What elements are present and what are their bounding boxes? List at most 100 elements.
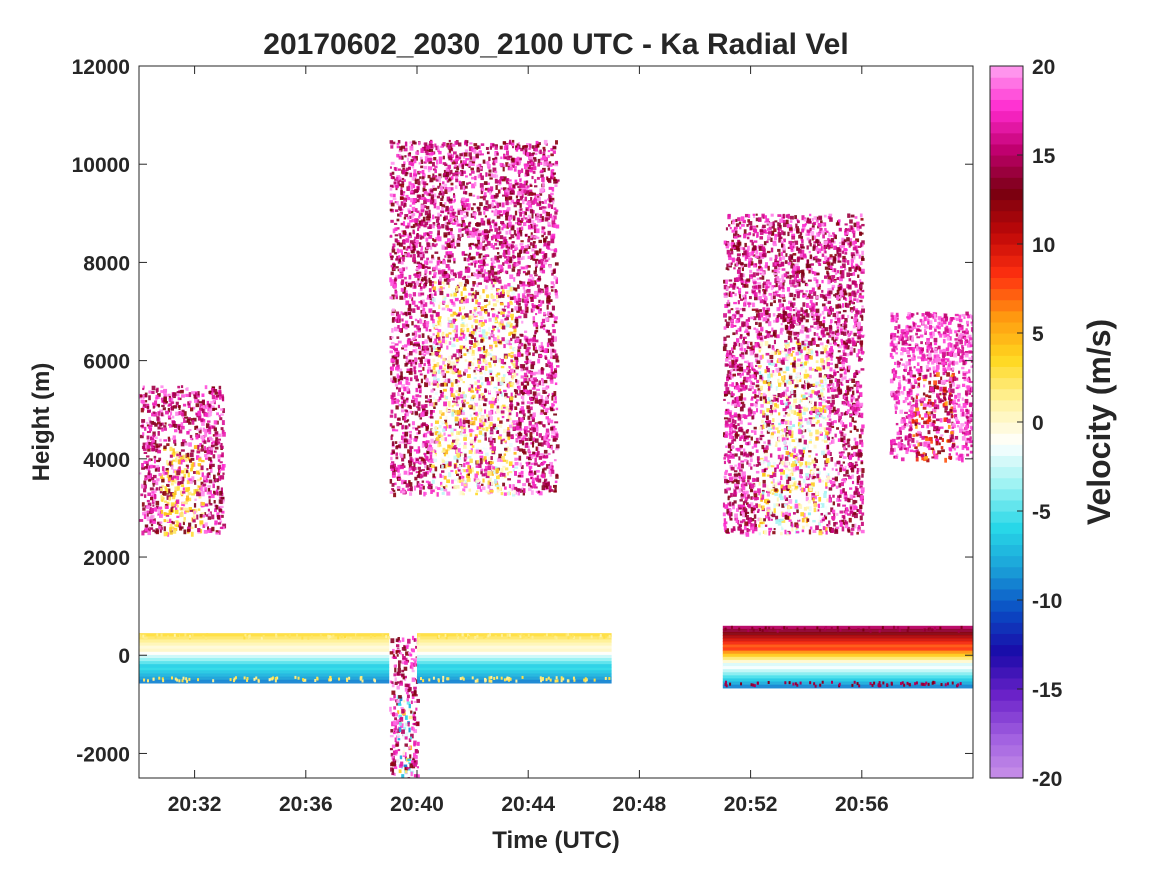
- echo-pixel: [419, 318, 422, 321]
- echo-pixel: [508, 633, 511, 637]
- echo-pixel: [508, 229, 512, 235]
- echo-pixel: [452, 319, 456, 324]
- echo-pixel: [458, 163, 462, 168]
- echo-pixel: [399, 274, 404, 279]
- echo-pixel: [479, 172, 483, 177]
- echo-pixel: [397, 468, 400, 473]
- echo-pixel: [442, 191, 445, 196]
- echo-pixel: [799, 681, 802, 685]
- echo-pixel: [442, 388, 447, 392]
- echo-pixel: [527, 270, 531, 275]
- echo-pixel: [392, 720, 396, 726]
- echo-pixel: [419, 386, 422, 391]
- echo-pixel: [444, 419, 448, 424]
- echo-pixel: [458, 442, 461, 445]
- echo-pixel: [180, 441, 185, 447]
- echo-pixel: [470, 207, 474, 211]
- echo-pixel: [214, 446, 219, 450]
- echo-pixel: [443, 278, 448, 282]
- echo-pixel: [148, 424, 153, 428]
- echo-band-stripe: [417, 658, 612, 662]
- echo-pixel: [469, 310, 472, 314]
- echo-pixel: [460, 453, 465, 456]
- echo-pixel: [395, 176, 399, 181]
- echo-pixel: [522, 380, 526, 384]
- echo-pixel: [146, 440, 151, 443]
- echo-pixel: [449, 251, 453, 255]
- echo-pixel: [494, 635, 497, 639]
- echo-pixel: [438, 156, 443, 160]
- echo-pixel: [446, 293, 450, 297]
- echo-pixel: [451, 211, 455, 215]
- echo-pixel: [458, 306, 462, 312]
- echo-pixel: [554, 370, 558, 373]
- echo-pixel: [539, 325, 544, 329]
- echo-pixel: [185, 677, 188, 681]
- echo-pixel: [455, 174, 459, 177]
- echo-pixel: [524, 196, 528, 202]
- echo-pixel: [200, 486, 204, 492]
- echo-pixel: [821, 680, 824, 684]
- echo-pixel: [145, 636, 148, 640]
- echo-pixel: [197, 444, 200, 450]
- echo-pixel: [330, 635, 333, 639]
- echo-pixel: [517, 402, 520, 406]
- echo-pixel: [492, 167, 497, 173]
- echo-pixel: [464, 225, 469, 230]
- echo-pixel: [142, 394, 145, 399]
- echo-pixel: [546, 464, 551, 469]
- echo-pixel: [459, 407, 463, 413]
- echo-pixel: [471, 353, 475, 356]
- echo-pixel: [209, 408, 213, 413]
- echo-pixel: [166, 531, 169, 536]
- echo-pixel: [547, 393, 551, 397]
- echo-pixel: [824, 626, 827, 630]
- echo-pixel: [182, 459, 186, 463]
- echo-pixel: [529, 406, 533, 411]
- echo-pixel: [407, 382, 411, 386]
- echo-pixel: [150, 507, 154, 513]
- echo-pixel: [543, 261, 548, 265]
- echo-pixel: [572, 635, 575, 639]
- echo-pixel: [503, 176, 507, 180]
- echo-pixel: [195, 434, 199, 440]
- echo-pixel: [220, 394, 224, 399]
- echo-pixel: [783, 626, 786, 630]
- echo-pixel: [155, 530, 159, 535]
- echo-pixel: [445, 484, 448, 488]
- echo-pixel: [403, 700, 406, 703]
- echo-pixel: [143, 637, 146, 641]
- echo-pixel: [449, 244, 454, 249]
- echo-pixel: [403, 453, 406, 459]
- echo-pixel: [776, 629, 779, 633]
- echo-pixel: [412, 292, 417, 297]
- echo-pixel: [396, 671, 400, 676]
- echo-pixel: [524, 433, 528, 437]
- echo-pixel: [359, 677, 362, 681]
- echo-pixel: [193, 445, 198, 449]
- echo-pixel: [390, 394, 394, 399]
- echo-pixel: [408, 761, 411, 765]
- echo-pixel: [520, 309, 524, 314]
- echo-pixel: [503, 678, 506, 682]
- echo-pixel: [181, 476, 185, 482]
- echo-pixel: [418, 473, 423, 478]
- echo-pixel: [456, 636, 459, 640]
- echo-pixel: [506, 367, 509, 372]
- echo-pixel: [498, 324, 502, 328]
- echo-pixel: [459, 270, 463, 276]
- echo-pixel: [550, 235, 554, 240]
- echo-pixel: [409, 437, 413, 440]
- echo-pixel: [416, 766, 420, 769]
- echo-pixel: [197, 678, 200, 682]
- echo-pixel: [522, 413, 526, 417]
- echo-pixel: [401, 318, 404, 322]
- echo-pixel: [430, 489, 433, 494]
- echo-pixel: [187, 491, 192, 496]
- echo-pixel: [268, 678, 271, 682]
- echo-pixel: [493, 386, 498, 390]
- echo-pixel: [451, 393, 454, 397]
- echo-pixel: [406, 398, 409, 403]
- echo-pixel: [394, 413, 397, 419]
- echo-pixel: [471, 362, 475, 367]
